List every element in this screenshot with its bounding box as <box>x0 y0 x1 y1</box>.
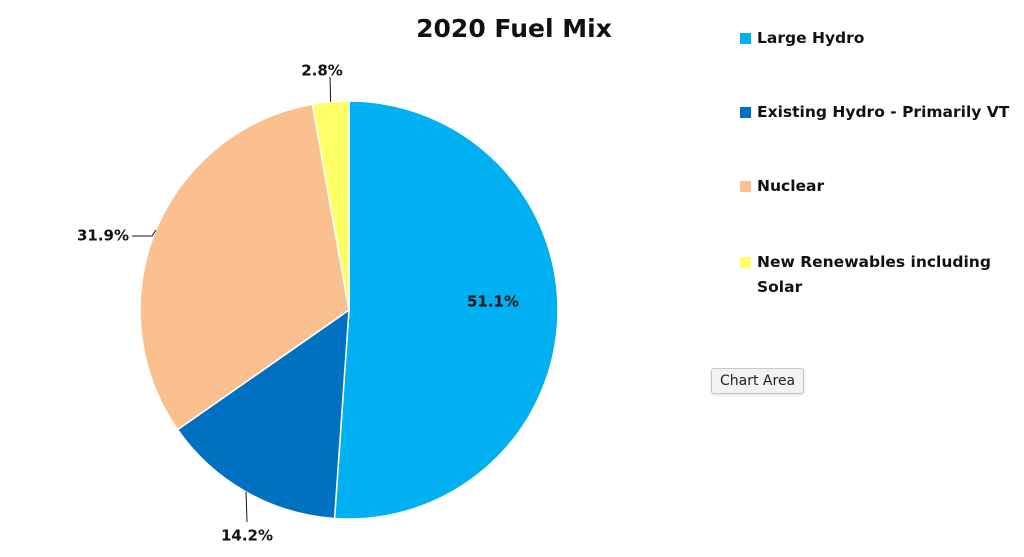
legend-item-1[interactable]: Large Hydro <box>740 28 1020 51</box>
data-label-1: 51.1% <box>467 293 519 311</box>
pie-slice-2[interactable] <box>176 308 350 520</box>
legend-item-2[interactable]: Existing Hydro - Primarily VT <box>740 102 1020 125</box>
data-labels: 51.1% 14.2% 31.9% 2.8% <box>77 62 519 545</box>
data-label-3: 31.9% <box>77 227 129 245</box>
leader-line-3 <box>132 229 157 237</box>
legend-label-2: Existing Hydro - Primarily VT <box>757 103 1010 121</box>
legend-swatch-3 <box>740 181 751 192</box>
data-label-2: 14.2% <box>221 527 273 545</box>
legend-item-3[interactable]: Nuclear <box>740 176 1020 199</box>
chart-title: 2020 Fuel Mix <box>416 14 612 43</box>
legend-swatch-4 <box>740 257 751 268</box>
leader-lines <box>132 76 332 523</box>
legend-item-4[interactable]: New Renewables including Solar <box>740 252 1020 300</box>
pie-slice-3[interactable] <box>139 103 350 431</box>
legend-label-1: Large Hydro <box>757 29 865 47</box>
legend-swatch-1 <box>740 33 751 44</box>
legend-swatch-2 <box>740 107 751 118</box>
pie-slice-1[interactable] <box>333 100 559 520</box>
chart-area-tooltip: Chart Area <box>711 368 805 394</box>
legend-label-4: New Renewables including Solar <box>757 253 991 296</box>
pie-slices <box>139 100 559 520</box>
legend-label-3: Nuclear <box>757 177 825 195</box>
data-label-4: 2.8% <box>301 62 343 80</box>
leader-line-2 <box>245 491 248 523</box>
leader-line-4 <box>329 76 332 102</box>
